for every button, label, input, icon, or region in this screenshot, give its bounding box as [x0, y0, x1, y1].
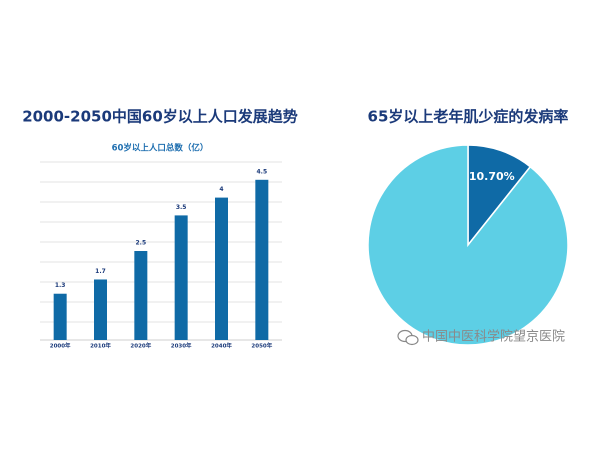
- bar: [134, 251, 148, 340]
- data-label: 1.3: [55, 282, 66, 289]
- chart-title: 2000-2050中国60岁以上人口发展趋势: [22, 108, 298, 126]
- bar: [215, 197, 228, 340]
- bar: [94, 279, 107, 340]
- bar: [174, 215, 188, 340]
- pie-slice: [367, 144, 569, 346]
- x-tick-label: 2030年: [171, 342, 192, 350]
- grid: [40, 161, 282, 341]
- watermark: 中国中医科学院望京医院: [397, 329, 565, 346]
- chart-subtitle: 60岁以上人口总数（亿）: [112, 143, 209, 154]
- data-label: 2.5: [136, 240, 147, 247]
- data-label: 10.70%: [469, 170, 515, 183]
- x-tick-label: 2010年: [90, 342, 111, 350]
- data-label: 1.7: [95, 268, 106, 275]
- pie-slice: [467, 144, 532, 248]
- bar: [255, 179, 269, 340]
- bar: [53, 293, 67, 340]
- x-tick-label: 2000年: [50, 342, 71, 350]
- data-label: 4.5: [257, 168, 268, 175]
- x-tick-label: 2040年: [211, 342, 232, 350]
- data-label: 3.5: [176, 204, 187, 211]
- chart-title: 65岁以上老年肌少症的发病率: [368, 108, 569, 126]
- data-label: 4: [219, 186, 223, 193]
- watermark-text: 中国中医科学院望京医院: [422, 329, 565, 345]
- watermark-icon: [405, 334, 419, 346]
- x-tick-label: 2050年: [251, 342, 272, 350]
- x-tick-label: 2020年: [130, 342, 151, 350]
